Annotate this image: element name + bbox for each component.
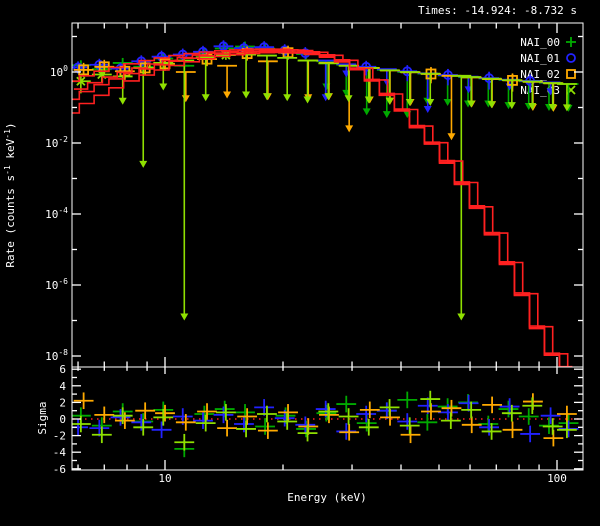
upper-limit-arrow [507,102,516,110]
time-interval-title: Times: -14.924: -8.732 s [418,4,577,17]
upper-limit-arrow [447,133,456,141]
resid-y-axis-label: Sigma [36,401,49,434]
upper-limit-arrow [181,95,190,103]
y-tick-label: 100 [50,64,68,79]
upper-limit-arrow [487,101,496,109]
sigma-tick-label: -6 [53,463,66,476]
upper-limit-arrow [528,103,537,111]
upper-limit-arrow [562,104,571,112]
residual-panel-data [72,390,582,458]
upper-limit-arrow [242,91,251,99]
upper-limit-arrow [467,100,476,108]
upper-limit-arrow [457,313,466,321]
upper-limit-arrow [382,111,391,119]
upper-limit-arrow [385,97,394,105]
sigma-tick-label: 6 [59,363,66,376]
model-curve [72,51,561,367]
upper-limit-arrow [344,95,353,103]
upper-limit-arrow [303,96,312,104]
upper-limit-arrow [324,93,333,101]
upper-limit-arrow [262,93,271,101]
upper-limit-arrow [426,99,435,107]
upper-limit-arrow [283,94,292,102]
x-axis-label: Energy (keV) [287,491,366,504]
nai-02-residuals [73,392,577,447]
upper-limit-arrow [223,91,232,99]
x-tick-label: 100 [547,472,567,485]
upper-limit-arrow [345,125,354,133]
y-tick-label: 10-4 [45,206,68,221]
upper-limit-arrow [548,103,557,111]
sigma-tick-label: -2 [53,430,66,443]
upper-limit-arrow [443,99,452,107]
sigma-tick-label: -4 [53,446,67,459]
nai-03-residuals [72,390,577,451]
y-tick-label: 10-6 [45,277,68,292]
upper-limit-arrow [159,83,168,91]
legend-label-nai_01: NAI_01 [520,52,560,65]
y-tick-label: 10-2 [45,135,68,150]
x-tick-label: 10 [158,472,171,485]
model-curve [73,48,581,367]
upper-limit-arrow [362,108,371,116]
upper-limit-arrow [364,96,373,104]
upper-limit-arrow [180,313,189,321]
upper-limit-arrow [405,99,414,107]
y-tick-label: 10-8 [45,348,68,363]
upper-limit-arrow [139,160,148,168]
model-step-curves [72,48,581,367]
main-panel-data [72,40,579,321]
axis-text: Times: -14.924: -8.732 s Energy (keV) Si… [3,4,577,504]
upper-limit-arrow [423,105,432,113]
main-y-axis-label: Rate (counts s-1 keV-1) [3,122,17,267]
nai-03-series [72,50,577,321]
legend-label-nai_00: NAI_00 [520,36,560,49]
upper-limit-arrow [118,97,127,105]
upper-limit-arrow [201,94,210,102]
sigma-tick-label: 4 [59,380,66,393]
sigma-tick-label: 0 [59,413,66,426]
axes-frame [71,22,584,471]
sigma-tick-label: 2 [59,396,66,409]
